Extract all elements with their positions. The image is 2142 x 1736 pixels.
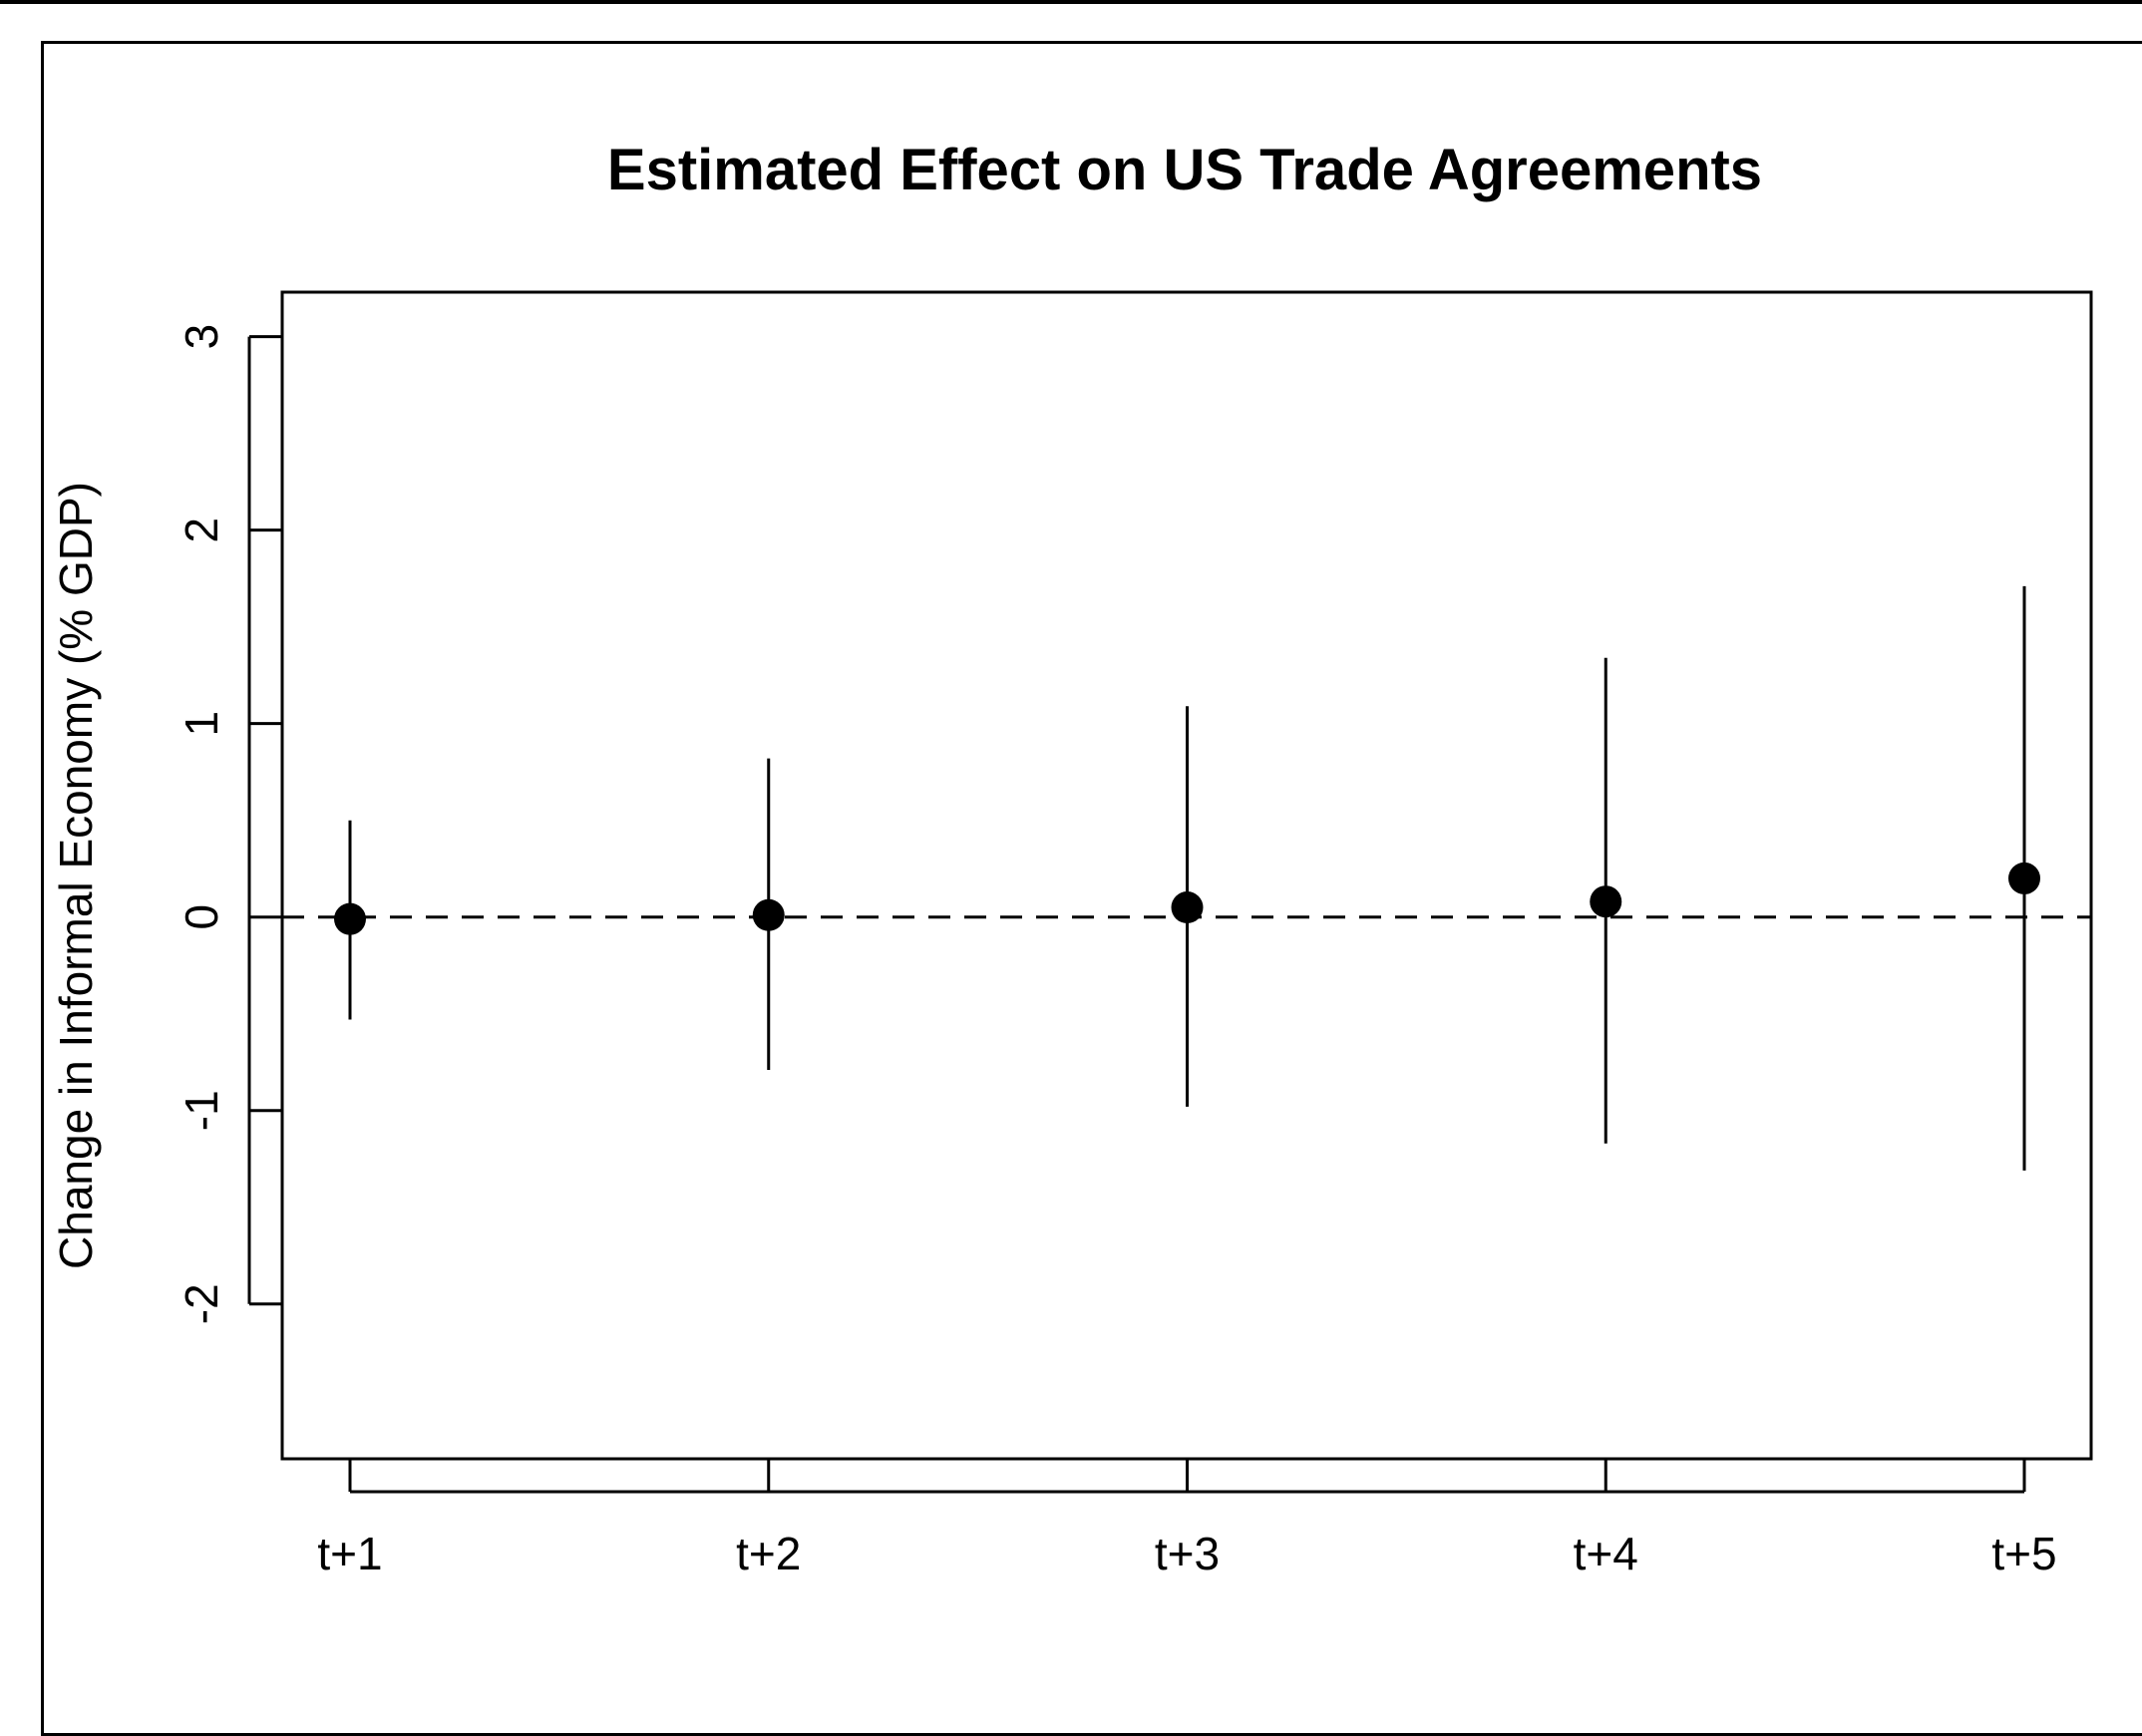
y-tick-label: -2 (176, 1283, 227, 1324)
x-tick-label: t+4 (1574, 1528, 1638, 1579)
y-tick-label: 1 (176, 711, 227, 737)
x-axis: t+1 t+2 t+3 t+4 t+5 (317, 1459, 2057, 1579)
y-tick-label: -1 (176, 1090, 227, 1131)
point-estimate (1590, 885, 1622, 918)
effect-plot: Estimated Effect on US Trade Agreements … (50, 138, 2093, 1579)
estimates-series (334, 585, 2040, 1171)
point-estimate (334, 902, 366, 935)
y-axis: -2 -1 0 1 2 3 (176, 324, 282, 1324)
chart-title: Estimated Effect on US Trade Agreements (607, 138, 1762, 202)
point-estimate (752, 898, 785, 931)
top-border-rule (0, 0, 2142, 4)
y-tick-label: 0 (176, 904, 227, 930)
x-tick-label: t+2 (736, 1528, 801, 1579)
x-tick-label: t+1 (317, 1528, 382, 1579)
point-estimate (1171, 891, 1204, 924)
point-estimate (2008, 862, 2040, 894)
y-axis-label: Change in Informal Economy (% GDP) (50, 482, 102, 1269)
y-tick-label: 3 (176, 324, 227, 350)
y-tick-label: 2 (176, 518, 227, 543)
x-tick-label: t+5 (1991, 1528, 2056, 1579)
x-tick-label: t+3 (1155, 1528, 1220, 1579)
